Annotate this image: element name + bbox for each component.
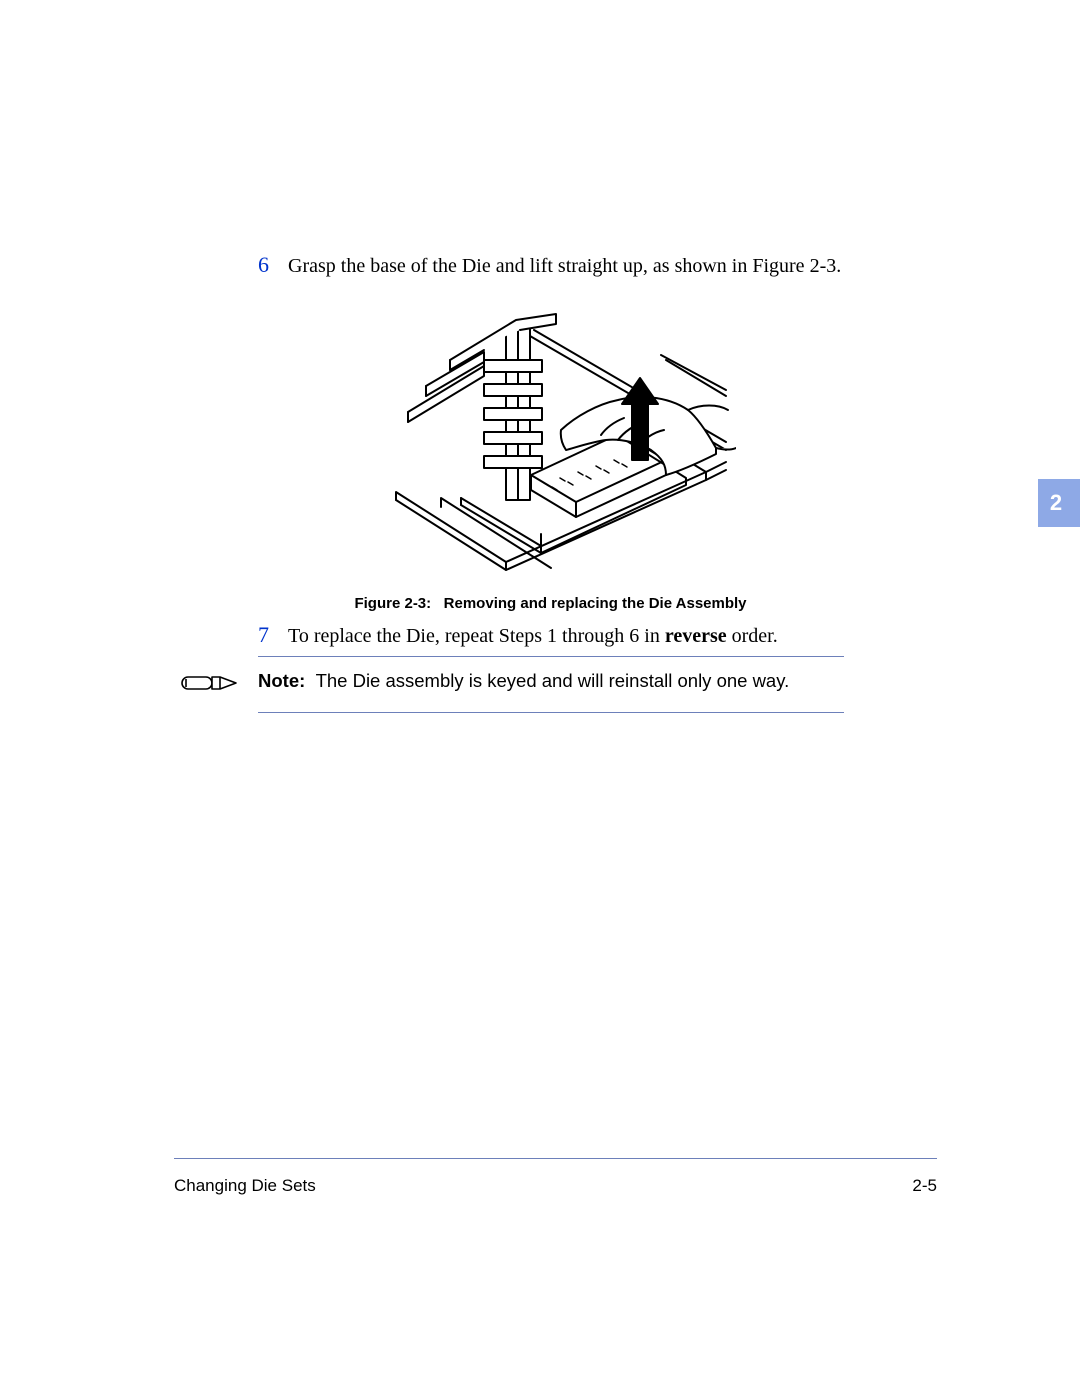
- step-6-number: 6: [258, 252, 288, 278]
- main-content: 6 Grasp the base of the Die and lift str…: [258, 252, 843, 662]
- die-assembly-illustration: [366, 300, 736, 580]
- step-6: 6 Grasp the base of the Die and lift str…: [258, 252, 843, 280]
- page: 6 Grasp the base of the Die and lift str…: [0, 0, 1080, 1397]
- footer-section-title: Changing Die Sets: [174, 1176, 316, 1196]
- step-7-text-c: order.: [727, 625, 778, 647]
- note-body: The Die assembly is keyed and will reins…: [316, 670, 790, 691]
- chapter-tab: 2: [1038, 479, 1080, 527]
- figure-2-3: Figure 2-3: Removing and replacing the D…: [258, 300, 843, 612]
- footer-rule: [174, 1158, 937, 1159]
- footer-page-number: 2-5: [912, 1176, 937, 1196]
- step-6-text-a: Grasp the base of the Die and lift strai…: [288, 255, 841, 277]
- note-rule-bottom: [258, 712, 844, 713]
- note-block: Note: The Die assembly is keyed and will…: [180, 656, 844, 713]
- figure-label: Figure 2-3:: [354, 595, 431, 612]
- note-text: Note: The Die assembly is keyed and will…: [240, 669, 844, 694]
- step-7-text-b: reverse: [665, 625, 727, 647]
- note-row: Note: The Die assembly is keyed and will…: [180, 657, 844, 712]
- step-7-text: To replace the Die, repeat Steps 1 throu…: [288, 622, 843, 650]
- step-6-text: Grasp the base of the Die and lift strai…: [288, 252, 843, 280]
- step-7-number: 7: [258, 622, 288, 648]
- footer: Changing Die Sets 2-5: [174, 1176, 937, 1196]
- figure-title: Removing and replacing the Die Assembly: [444, 595, 747, 612]
- figure-caption: Figure 2-3: Removing and replacing the D…: [258, 595, 843, 612]
- note-label: Note:: [258, 670, 305, 691]
- pointer-icon: [180, 669, 240, 700]
- step-7-text-a: To replace the Die, repeat Steps 1 throu…: [288, 625, 665, 647]
- step-7: 7 To replace the Die, repeat Steps 1 thr…: [258, 622, 843, 650]
